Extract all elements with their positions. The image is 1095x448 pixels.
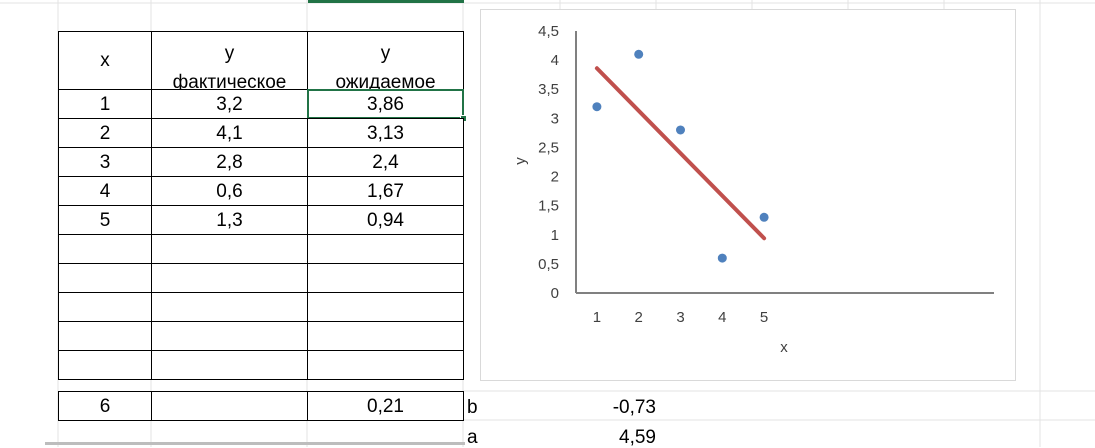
y-tick-labels: 0 0,5 1 1,5 2 2,5 3 3,5 4 4,5 [538, 23, 559, 302]
cell-expected-3[interactable]: 2,4 [307, 147, 464, 177]
cell-actual-4[interactable]: 0,6 [151, 176, 308, 206]
y-tick-label: 1 [551, 227, 559, 244]
chart-area[interactable]: 0 0,5 1 1,5 2 2,5 3 3,5 4 4,5 1 2 3 4 5 x y [480, 9, 1016, 381]
cell-x-1[interactable]: 1 [58, 89, 152, 119]
header-y-expected[interactable]: y ожидаемое [307, 31, 464, 93]
coef-a-value[interactable]: 4,59 [619, 427, 656, 448]
data-point[interactable] [676, 125, 685, 135]
y-tick-label: 3,5 [538, 81, 559, 98]
empty-cell[interactable] [307, 321, 464, 351]
y-tick-label: 3 [551, 110, 559, 127]
empty-cell[interactable] [151, 234, 308, 264]
empty-cell[interactable] [58, 263, 152, 293]
empty-cell[interactable] [307, 292, 464, 322]
coef-b-label[interactable]: b [467, 397, 478, 418]
y-tick-label: 1,5 [538, 198, 559, 215]
header-y-actual[interactable]: y фактическое [151, 31, 308, 93]
header-x-label: x [100, 50, 110, 71]
cell-forecast-x[interactable]: 6 [58, 391, 152, 421]
coef-b-value[interactable]: -0,73 [612, 397, 656, 418]
y-tick-label: 0 [551, 285, 559, 302]
cell-x-4[interactable]: 4 [58, 176, 152, 206]
cell-actual-2[interactable]: 4,1 [151, 118, 308, 148]
points-group [592, 49, 769, 263]
cell-expected-5[interactable]: 0,94 [307, 205, 464, 235]
y-axis-label: y [512, 157, 529, 165]
empty-cell[interactable] [151, 321, 308, 351]
cell-expected-4[interactable]: 1,67 [307, 176, 464, 206]
x-tick-label: 4 [718, 309, 726, 326]
data-point[interactable] [759, 212, 769, 222]
cell-x-3[interactable]: 3 [58, 147, 152, 177]
data-point[interactable] [592, 102, 602, 112]
cell-actual-1[interactable]: 3,2 [151, 89, 308, 119]
data-point[interactable] [634, 49, 644, 59]
cell-x-2[interactable]: 2 [58, 118, 152, 148]
cell-expected-2[interactable]: 3,13 [307, 118, 464, 148]
scatter-chart: 0 0,5 1 1,5 2 2,5 3 3,5 4 4,5 1 2 3 4 5 x y [512, 23, 994, 356]
horizontal-scrollbar[interactable] [45, 442, 465, 445]
y-tick-label: 2 [551, 169, 559, 186]
empty-cell[interactable] [58, 292, 152, 322]
header-y-actual-line1: y [224, 43, 235, 64]
empty-cell[interactable] [307, 263, 464, 293]
data-point[interactable] [717, 253, 727, 263]
active-column-indicator [308, 0, 464, 3]
cell-forecast-expected[interactable]: 0,21 [307, 391, 464, 421]
header-y-actual-line2: фактическое [172, 72, 287, 93]
empty-cell[interactable] [58, 350, 152, 380]
coef-a-label[interactable]: a [467, 427, 478, 448]
trendline-group [594, 66, 767, 241]
trendline[interactable] [594, 66, 767, 241]
x-axis-label: x [780, 339, 788, 356]
header-y-expected-line1: y [380, 43, 391, 64]
y-tick-label: 4,5 [538, 23, 559, 40]
x-tick-label: 2 [635, 309, 643, 326]
y-tick-label: 2,5 [538, 139, 559, 156]
empty-cell[interactable] [151, 292, 308, 322]
y-tick-label: 4 [551, 52, 559, 69]
empty-cell[interactable] [151, 350, 308, 380]
header-y-expected-line2: ожидаемое [335, 72, 436, 93]
cell-expected-1[interactable]: 3,86 [307, 89, 464, 119]
empty-cell[interactable] [307, 350, 464, 380]
header-x[interactable]: x [58, 31, 152, 90]
x-tick-label: 1 [593, 309, 601, 326]
empty-cell[interactable] [307, 234, 464, 264]
cell-actual-3[interactable]: 2,8 [151, 147, 308, 177]
cell-forecast-actual[interactable] [151, 391, 308, 421]
empty-cell[interactable] [58, 234, 152, 264]
x-tick-label: 3 [676, 309, 684, 326]
empty-cell[interactable] [151, 263, 308, 293]
empty-cell[interactable] [58, 321, 152, 351]
cell-actual-5[interactable]: 1,3 [151, 205, 308, 235]
y-tick-label: 0,5 [538, 256, 559, 273]
cell-x-5[interactable]: 5 [58, 205, 152, 235]
x-tick-label: 5 [760, 309, 768, 326]
x-tick-labels: 1 2 3 4 5 [593, 309, 769, 326]
